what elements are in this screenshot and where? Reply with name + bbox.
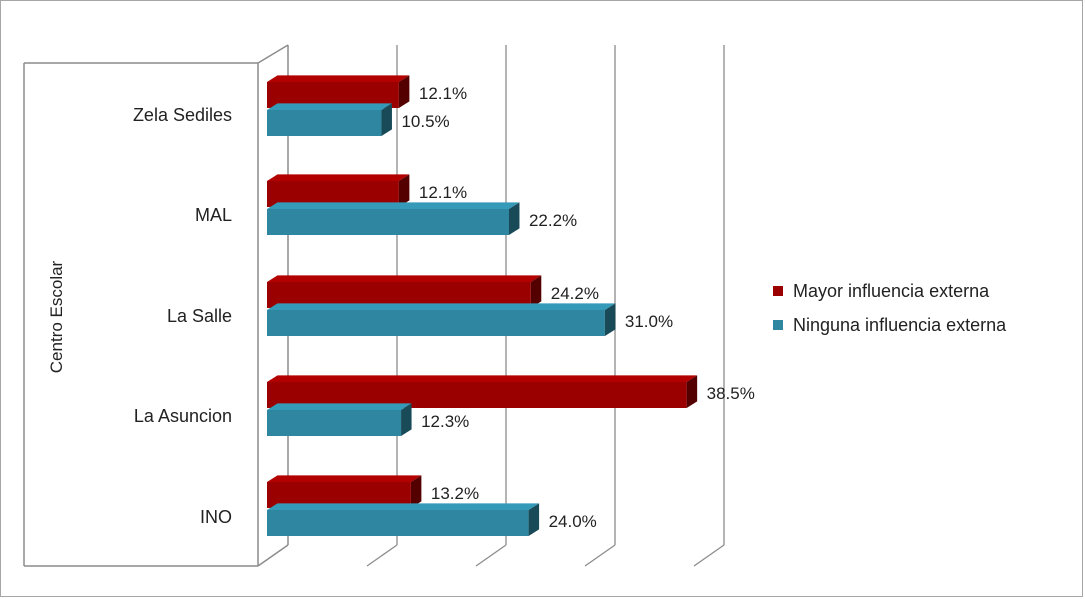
- bar: [267, 503, 540, 536]
- bar-front-face: [267, 410, 402, 436]
- bar-side-face: [401, 403, 412, 436]
- bar-side-face: [508, 202, 520, 235]
- bar-top-face: [267, 375, 698, 382]
- bar-top-face: [267, 275, 542, 282]
- bar-top-face: [267, 174, 410, 181]
- bar: [267, 174, 410, 207]
- bar-side-face: [381, 103, 392, 136]
- bar: [267, 75, 410, 108]
- category-label: INO: [200, 507, 232, 527]
- data-label: 31.0%: [625, 312, 673, 331]
- bar: [267, 202, 520, 235]
- bar-top-face: [267, 403, 412, 410]
- bar: [267, 375, 698, 408]
- bar: [267, 403, 412, 436]
- bar-side-face: [398, 75, 410, 108]
- category-label: MAL: [195, 205, 232, 225]
- category-labels: Zela Sediles MAL La Salle La Asuncion INO: [133, 105, 232, 527]
- bar-side-face: [604, 303, 616, 336]
- data-label: 13.2%: [431, 484, 479, 503]
- legend-item-mayor: Mayor influencia externa: [773, 274, 1006, 308]
- gridline-floor: [366, 544, 398, 567]
- category-label: La Asuncion: [134, 406, 232, 426]
- bar-side-face: [686, 375, 698, 408]
- wall-top-diagonal: [257, 44, 289, 64]
- data-label: 12.3%: [421, 412, 469, 431]
- bar-top-face: [267, 303, 616, 310]
- bar-front-face: [267, 110, 382, 136]
- data-labels: 12.1% 10.5% 12.1% 22.2% 24.2% 31.0% 38.5% 12.3%…: [401, 84, 754, 531]
- data-label: 24.2%: [551, 284, 599, 303]
- legend-label-mayor: Mayor influencia externa: [793, 280, 990, 301]
- bar-top-face: [267, 103, 392, 110]
- category-label: La Salle: [167, 306, 232, 326]
- wall-bottom-diagonal: [257, 544, 289, 567]
- bar-top-face: [267, 202, 520, 209]
- legend-item-ninguna: Ninguna influencia externa: [773, 308, 1006, 342]
- bar-top-face: [267, 503, 540, 510]
- bar-side-face: [530, 275, 542, 308]
- legend-label-ninguna: Ninguna influencia externa: [793, 314, 1007, 335]
- bar: [267, 303, 616, 336]
- gridline-floor: [693, 544, 725, 567]
- data-label: 24.0%: [549, 512, 597, 531]
- category-label: Zela Sediles: [133, 105, 232, 125]
- bar-side-face: [528, 503, 540, 536]
- legend-swatch-ninguna: [773, 320, 783, 330]
- data-label: 10.5%: [401, 112, 449, 131]
- gridline-floor: [584, 544, 616, 567]
- legend: Mayor influencia externa Ninguna influen…: [773, 274, 1006, 342]
- bar: [267, 275, 542, 308]
- bar-top-face: [267, 475, 422, 482]
- bars: [267, 75, 698, 536]
- y-axis-title: Centro Escolar: [47, 260, 66, 373]
- data-label: 22.2%: [529, 211, 577, 230]
- data-label: 38.5%: [707, 384, 755, 403]
- bar-front-face: [267, 310, 605, 336]
- gridline-floor: [475, 544, 507, 567]
- bar-side-face: [410, 475, 422, 508]
- bar: [267, 103, 392, 136]
- bar-top-face: [267, 75, 410, 82]
- data-label: 12.1%: [419, 84, 467, 103]
- bar-front-face: [267, 510, 529, 536]
- legend-swatch-mayor: [773, 286, 783, 296]
- bar: [267, 475, 422, 508]
- bar-front-face: [267, 209, 509, 235]
- data-label: 12.1%: [419, 183, 467, 202]
- bar-side-face: [398, 174, 410, 207]
